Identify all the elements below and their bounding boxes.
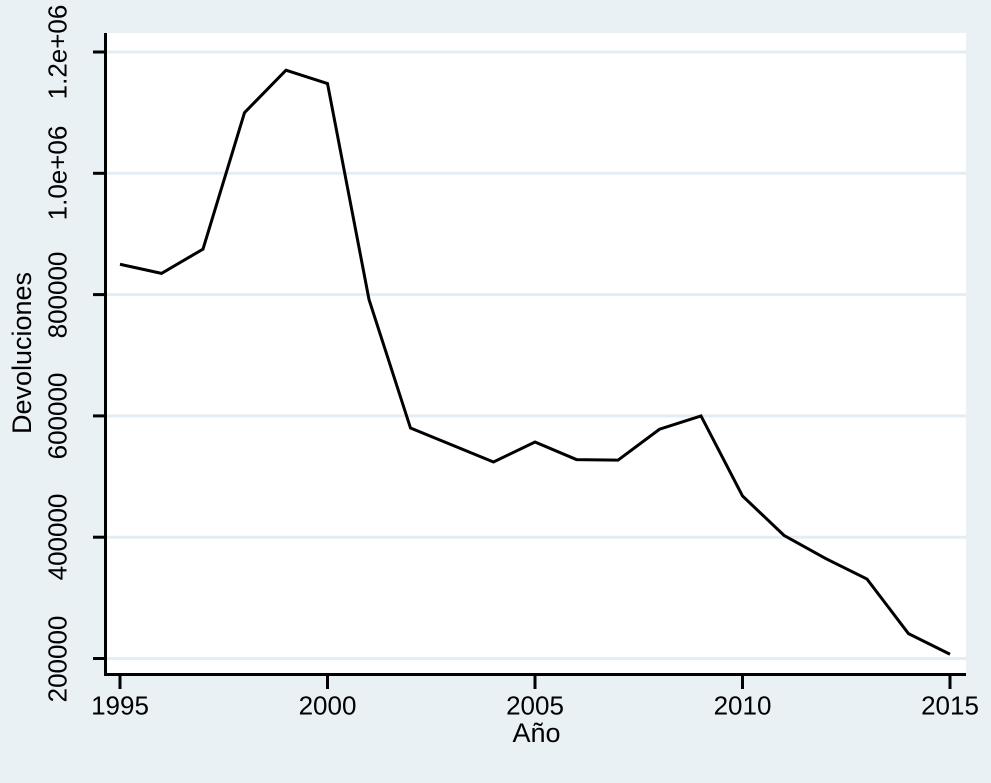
x-tick-label-2000: 2000 (298, 690, 357, 721)
x-axis-title: Año (512, 718, 561, 749)
axis-tick-marks (93, 50, 952, 689)
y-tick-label-800000: 800000 (42, 251, 73, 338)
y-tick-label-1.0e+06: 1.0e+06 (42, 125, 73, 221)
y-axis-title: Devoluciones (7, 271, 38, 435)
y-tick-label-400000: 400000 (42, 493, 73, 581)
devoluciones-line-series (119, 68, 951, 656)
x-tick-label-2010: 2010 (713, 690, 772, 721)
y-tick-label-1.2e+06: 1.2e+06 (42, 4, 73, 100)
x-tick-label-2015: 2015 (921, 690, 979, 721)
plot-area (107, 33, 966, 673)
gridlines (107, 50, 966, 660)
x-tick-label-1995: 1995 (91, 690, 149, 721)
x-tick-label-2005: 2005 (506, 690, 564, 721)
y-tick-label-200000: 200000 (42, 615, 73, 702)
y-tick-label-600000: 600000 (42, 372, 73, 460)
